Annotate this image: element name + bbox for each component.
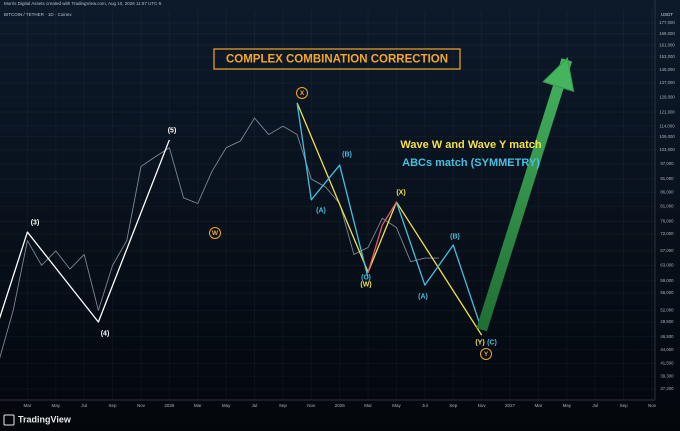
y-tick-label: 44,000: [660, 347, 674, 352]
y-tick-label: 121,000: [659, 109, 675, 114]
wave-line: [395, 201, 483, 330]
x-tick-label: 2027: [505, 403, 516, 408]
y-tick-label: 137,000: [659, 80, 675, 85]
x-tick-label: Nov: [648, 403, 657, 408]
y-tick-label: 91,000: [660, 176, 674, 181]
brand: TradingView: [18, 414, 72, 424]
y-tick-label: 59,000: [660, 278, 674, 283]
x-tick-label: Jul: [252, 403, 258, 408]
note: Wave W and Wave Y match: [400, 139, 541, 151]
wave-label: (A): [316, 207, 326, 214]
y-tick-label: 109,000: [659, 134, 675, 139]
forecast-arrow: [476, 58, 573, 332]
y-tick-label: 76,000: [660, 218, 674, 223]
x-tick-label: Sep: [279, 403, 288, 408]
wave-label: X: [300, 90, 305, 97]
wave-label: (4): [101, 330, 110, 337]
y-tick-label: 56,000: [660, 290, 674, 295]
wave-label: (C): [361, 274, 371, 281]
wave-line: [0, 139, 170, 323]
x-tick-label: Jul: [81, 403, 87, 408]
wave-label: (3): [31, 219, 40, 226]
y-tick-label: 97,000: [660, 161, 674, 166]
y-tick-label: 67,000: [660, 248, 674, 253]
credit: Morris Digital Assets created with Tradi…: [4, 1, 162, 6]
x-tick-label: May: [52, 403, 61, 408]
x-tick-label: Mar: [194, 403, 202, 408]
x-tick-label: Nov: [137, 403, 146, 408]
wave-label: (C): [487, 339, 497, 346]
brand-logo: [3, 414, 15, 426]
wave-label: (5): [168, 127, 177, 134]
x-tick-label: Mar: [364, 403, 372, 408]
wave-label: (A): [418, 293, 428, 300]
x-tick-label: 2025: [164, 403, 175, 408]
x-tick-label: Nov: [478, 403, 487, 408]
wave-circle: [296, 87, 308, 99]
y-tick-label: 39,300: [660, 373, 674, 378]
wave-label: W: [212, 230, 219, 237]
wave-label: (B): [342, 151, 352, 158]
y-tick-label: 86,000: [660, 189, 674, 194]
wave-label: (X): [396, 189, 405, 196]
y-tick-label: 114,000: [659, 123, 675, 128]
wave-line: [296, 102, 483, 336]
price-line: [0, 117, 440, 359]
x-tick-label: Sep: [109, 403, 118, 408]
y-tick-label: 81,000: [660, 204, 674, 209]
y-tick-label: 161,000: [659, 42, 675, 47]
wave-label: (B): [450, 233, 460, 240]
x-tick-label: Sep: [620, 403, 629, 408]
x-tick-label: Nov: [307, 403, 316, 408]
wave-label: (Y): [475, 339, 484, 346]
label-layer: 177,000 169,000 161,000 153,000 145,000 137,0…: [24, 20, 676, 408]
note: ABCs match (SYMMETRY): [402, 157, 540, 169]
x-tick-label: Mar: [535, 403, 543, 408]
wave-label: Y: [484, 351, 489, 358]
wave-circle: [209, 227, 221, 239]
y-tick-label: 103,000: [659, 147, 675, 152]
x-tick-label: Sep: [449, 403, 458, 408]
title-box: [213, 48, 461, 70]
wave-line: [367, 201, 398, 273]
x-tick-label: May: [563, 403, 572, 408]
symbol: BITCOIN / TETHER · 1D · Coinex: [4, 12, 72, 17]
x-tick-label: Jul: [592, 403, 598, 408]
wave-circle: [480, 348, 492, 360]
chart-title: COMPLEX COMBINATION CORRECTION: [226, 54, 448, 66]
y-tick-label: 169,000: [659, 31, 675, 36]
y-tick-label: 129,000: [659, 94, 675, 99]
plot-layer: [0, 56, 575, 359]
y-tick-label: 41,500: [660, 360, 674, 365]
y-tick-label: 52,000: [660, 308, 674, 313]
unit: USDT: [661, 12, 674, 17]
wave-line: [296, 102, 369, 279]
x-tick-label: 2026: [335, 403, 346, 408]
y-tick-label: 49,500: [660, 319, 674, 324]
x-tick-label: May: [392, 403, 401, 408]
y-tick-label: 145,000: [659, 67, 675, 72]
y-tick-label: 46,500: [660, 334, 674, 339]
y-tick-label: 63,000: [660, 263, 674, 268]
y-tick-label: 72,000: [660, 231, 674, 236]
x-tick-label: Mar: [24, 403, 32, 408]
x-tick-label: May: [222, 403, 231, 408]
y-tick-label: 37,200: [660, 386, 674, 391]
wave-label: (W): [360, 281, 371, 288]
arrow-head: [542, 56, 575, 93]
x-tick-label: Jul: [422, 403, 428, 408]
y-tick-label: 177,000: [659, 20, 675, 25]
y-tick-label: 153,000: [659, 54, 675, 59]
